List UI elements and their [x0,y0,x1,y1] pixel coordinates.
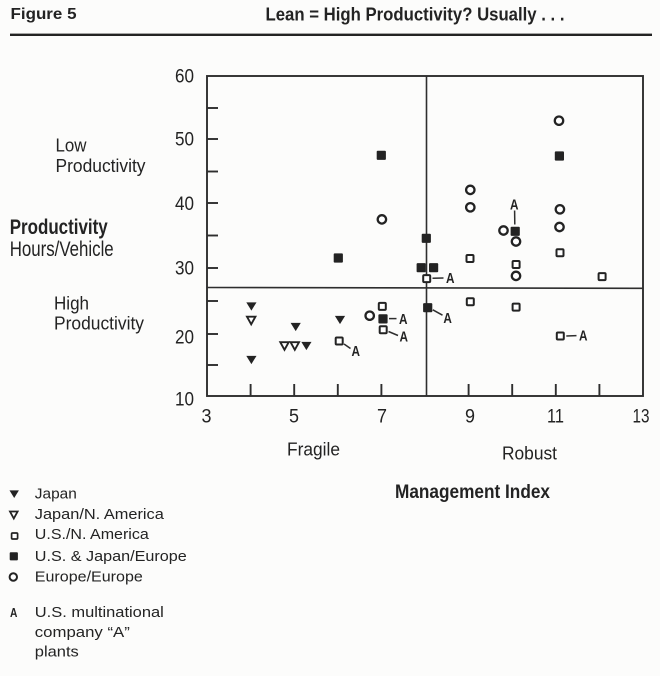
svg-text:7: 7 [377,406,387,428]
svg-text:Hours/Vehicle: Hours/Vehicle [10,238,114,261]
svg-text:20: 20 [175,327,194,349]
svg-text:30: 30 [175,258,194,280]
svg-text:11: 11 [547,406,564,428]
svg-text:Productivity: Productivity [10,216,108,239]
svg-text:U.S. multinational: U.S. multinational [35,604,164,621]
svg-text:10: 10 [175,389,194,411]
svg-text:Lean = High Productivity? Usua: Lean = High Productivity? Usually . . . [266,4,565,25]
svg-text:50: 50 [175,129,194,151]
svg-text:Management Index: Management Index [395,482,550,503]
svg-text:3: 3 [202,406,212,428]
svg-text:A: A [510,198,519,214]
svg-text:Japan/N. America: Japan/N. America [35,506,165,523]
svg-text:A: A [579,328,588,344]
svg-text:13: 13 [633,406,650,428]
svg-text:Robust: Robust [502,444,557,464]
svg-text:60: 60 [175,66,194,88]
svg-text:5: 5 [289,406,299,428]
svg-text:Europe/Europe: Europe/Europe [35,569,143,586]
svg-text:A: A [10,605,18,620]
svg-text:plants: plants [35,644,79,661]
svg-text:A: A [400,330,409,346]
svg-text:company “A”: company “A” [35,624,130,641]
svg-text:9: 9 [465,406,475,428]
svg-text:Figure 5: Figure 5 [11,6,77,23]
svg-text:40: 40 [175,193,194,215]
svg-text:A: A [399,312,408,328]
svg-text:A: A [446,271,455,287]
svg-text:Japan: Japan [35,486,77,503]
svg-text:U.S./N. America: U.S./N. America [35,526,150,543]
svg-text:A: A [443,311,452,327]
svg-text:U.S. & Japan/Europe: U.S. & Japan/Europe [35,548,187,565]
svg-text:High: High [54,293,89,313]
svg-text:Low: Low [56,136,88,156]
svg-text:Fragile: Fragile [287,440,340,460]
svg-text:Productivity: Productivity [56,156,146,176]
svg-text:Productivity: Productivity [54,314,144,334]
svg-text:A: A [352,344,361,360]
